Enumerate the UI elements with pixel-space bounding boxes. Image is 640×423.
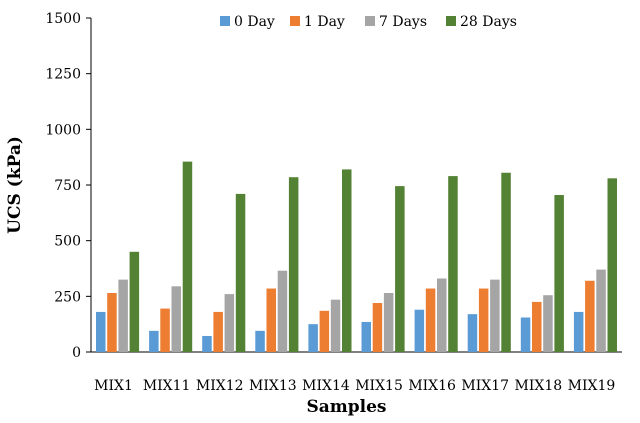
bar-1-day-mix12 [213, 311, 223, 352]
bar-7-days-mix14 [330, 299, 341, 352]
bar-0-day-mix1 [96, 311, 106, 352]
x-tick-label: MIX16 [408, 378, 456, 394]
bar-7-days-mix12 [224, 294, 235, 352]
bar-28-days-mix16 [448, 176, 458, 352]
x-tick-label: MIX19 [568, 378, 616, 394]
x-tick-label: MIX18 [515, 378, 563, 394]
bar-28-days-mix17 [501, 172, 511, 352]
x-tick-labels: MIX1 MIX11 MIX12 MIX13 MIX14 MIX15 MIX16 MIX17 M… [94, 378, 615, 394]
bar-1-day-mix16 [425, 288, 436, 352]
bar-0-day-mix17 [467, 314, 478, 352]
bar-7-days-mix13 [277, 270, 288, 352]
bar-28-days-mix1 [129, 251, 140, 352]
axes [90, 18, 622, 353]
y-tick-label: 1000 [45, 122, 81, 138]
bar-7-days-mix16 [437, 278, 447, 352]
bar-1-day-mix1 [107, 292, 117, 352]
bars [96, 161, 617, 352]
x-tick-label: MIX15 [355, 378, 403, 394]
y-tick-label: 250 [54, 289, 81, 305]
bar-1-day-mix14 [319, 310, 330, 352]
y-ticks: 0 250 500 750 1000 1250 1500 [45, 11, 91, 361]
bar-28-days-mix13 [288, 177, 299, 352]
y-axis-label: UCS (kPa) [5, 136, 25, 234]
bar-1-day-mix15 [372, 303, 383, 352]
bar-0-day-mix13 [255, 330, 265, 352]
bar-7-days-mix1 [118, 279, 128, 352]
y-tick-label: 0 [72, 345, 81, 361]
legend: 0 Day 1 Day 7 Days 28 Days [220, 14, 517, 30]
bar-28-days-mix15 [395, 186, 405, 352]
y-tick-label: 1500 [45, 11, 81, 27]
bar-0-day-mix14 [308, 324, 318, 352]
y-tick-label: 500 [54, 234, 81, 250]
x-tick-label: MIX13 [249, 378, 297, 394]
bar-7-days-mix15 [383, 292, 394, 352]
bar-0-day-mix15 [361, 321, 371, 352]
x-tick-label: MIX1 [94, 378, 133, 394]
bar-28-days-mix18 [554, 195, 564, 352]
bar-7-days-mix18 [543, 295, 553, 352]
bar-1-day-mix18 [532, 301, 542, 352]
bar-1-day-mix19 [585, 280, 595, 352]
bar-7-days-mix17 [490, 279, 500, 352]
x-tick-label: MIX17 [461, 378, 509, 394]
bar-0-day-mix16 [414, 309, 425, 352]
bar-0-day-mix19 [573, 311, 584, 352]
bar-28-days-mix12 [235, 193, 246, 352]
x-axis-label: Samples [306, 397, 386, 417]
bar-1-day-mix17 [478, 288, 489, 352]
bar-7-days-mix19 [596, 269, 606, 352]
legend-label: 0 Day [234, 14, 275, 30]
bar-0-day-mix11 [149, 330, 159, 352]
x-tick-label: MIX11 [143, 378, 191, 394]
legend-label: 7 Days [379, 14, 427, 30]
legend-swatch [365, 16, 375, 26]
bar-28-days-mix14 [342, 169, 352, 352]
bar-28-days-mix11 [182, 161, 193, 352]
legend-swatch [290, 16, 300, 26]
y-tick-label: 750 [54, 178, 81, 194]
legend-swatch [446, 16, 456, 26]
bar-1-day-mix13 [266, 288, 276, 352]
legend-label: 28 Days [460, 14, 517, 30]
bar-1-day-mix11 [160, 308, 170, 352]
bar-7-days-mix11 [171, 286, 181, 352]
legend-swatch [220, 16, 230, 26]
x-tick-label: MIX12 [196, 378, 244, 394]
bar-0-day-mix12 [202, 335, 212, 352]
y-tick-label: 1250 [45, 67, 81, 83]
bar-0-day-mix18 [520, 317, 531, 352]
legend-label: 1 Day [304, 14, 345, 30]
x-tick-label: MIX14 [302, 378, 350, 394]
bar-28-days-mix19 [607, 178, 617, 352]
